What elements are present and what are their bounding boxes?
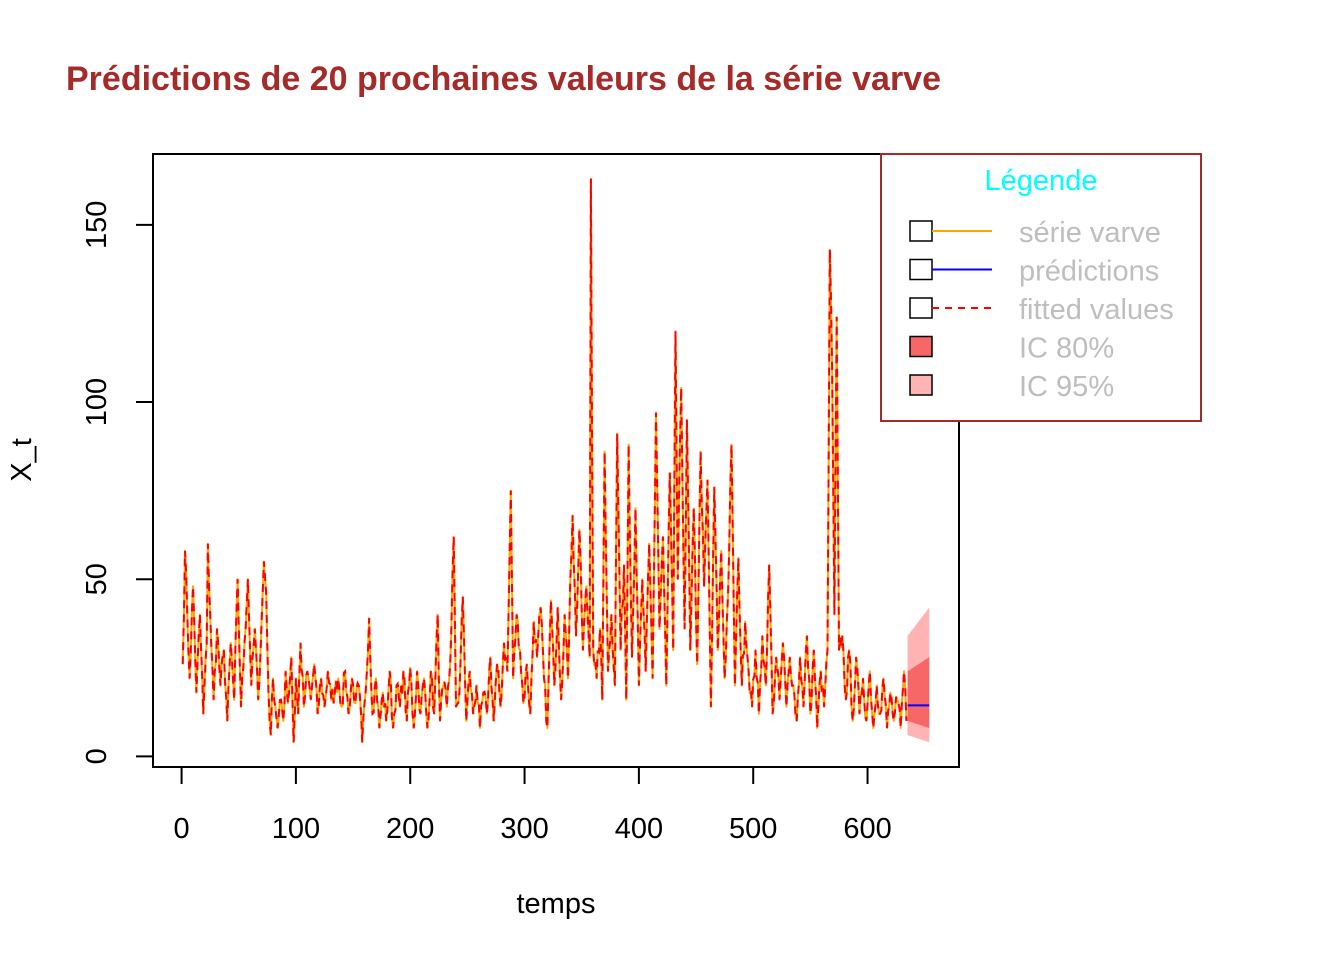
x-axis-label: temps xyxy=(517,888,596,920)
x-tick-label: 300 xyxy=(500,813,548,845)
legend-label: IC 80% xyxy=(1019,333,1114,365)
legend: Légende série varve prédictions fitted val… xyxy=(880,153,1202,422)
legend-swatch xyxy=(909,258,933,281)
fitted-values-line xyxy=(181,178,908,743)
plot-area xyxy=(181,177,930,744)
legend-items: série varve prédictions fitted values IC 80… xyxy=(909,217,1174,403)
legend-item: IC 95% xyxy=(909,371,1114,403)
legend-label: prédictions xyxy=(1019,256,1159,288)
x-axis: 0 100 200 300 400 500 600 xyxy=(174,766,892,845)
x-tick-label: 600 xyxy=(843,813,891,845)
legend-swatch xyxy=(909,220,933,242)
x-tick-label: 100 xyxy=(272,813,320,845)
y-tick-label: 150 xyxy=(81,201,113,249)
x-tick-label: 0 xyxy=(174,813,190,845)
y-tick-label: 0 xyxy=(81,748,113,764)
legend-item: fitted values xyxy=(909,294,1174,326)
legend-label: IC 95% xyxy=(1019,371,1114,403)
legend-title: Légende xyxy=(985,165,1098,197)
legend-item: série varve xyxy=(909,217,1161,249)
legend-box xyxy=(880,153,1202,422)
ci80-band xyxy=(907,657,930,729)
legend-label: série varve xyxy=(1019,217,1161,249)
y-axis: 0 50 100 150 xyxy=(81,201,154,764)
legend-swatch xyxy=(909,335,933,358)
legend-swatch xyxy=(909,297,933,319)
series-varve-line xyxy=(181,177,908,744)
legend-item: prédictions xyxy=(909,256,1159,288)
x-tick-label: 500 xyxy=(729,813,777,845)
legend-label: fitted values xyxy=(1019,294,1174,326)
x-tick-label: 400 xyxy=(615,813,663,845)
legend-swatch xyxy=(909,374,933,396)
y-tick-label: 50 xyxy=(81,563,113,595)
y-axis-label: X_t xyxy=(6,438,38,482)
legend-item: IC 80% xyxy=(909,333,1114,365)
y-tick-label: 100 xyxy=(81,378,113,426)
x-tick-label: 200 xyxy=(386,813,434,845)
chart-title: Prédictions de 20 prochaines valeurs de … xyxy=(66,60,941,98)
